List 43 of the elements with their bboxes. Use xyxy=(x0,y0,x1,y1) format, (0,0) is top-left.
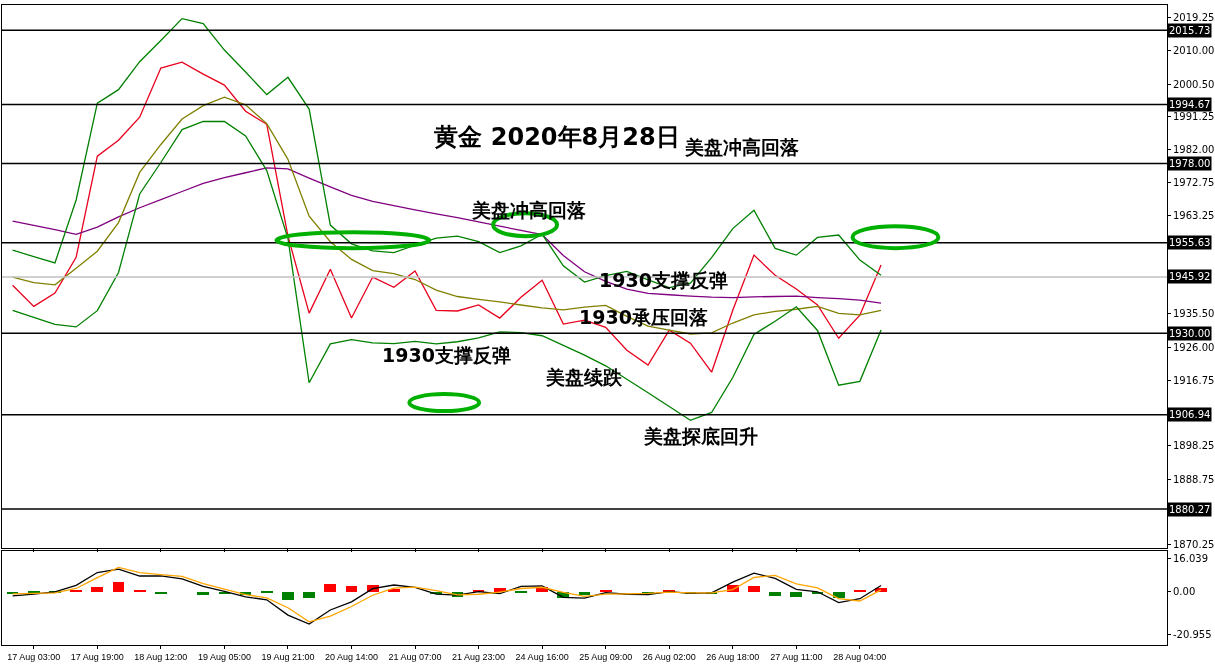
x-tick-label: 19 Aug 05:00 xyxy=(197,651,251,662)
y-tick-label: 1898.25 xyxy=(1173,440,1215,452)
y-tick-label: 0.00 xyxy=(1173,586,1196,598)
ref-line-label: 1880.27 xyxy=(1169,504,1211,515)
ref-line-label: 1906.94 xyxy=(1169,409,1211,420)
annotation: 美盘冲高回落 xyxy=(684,136,799,158)
x-tick-label: 28 Aug 04:00 xyxy=(833,651,887,662)
x-tick-label: 24 Aug 16:00 xyxy=(515,651,569,662)
ref-line-label: 1978.00 xyxy=(1169,158,1211,169)
x-tick-label: 27 Aug 11:00 xyxy=(770,651,823,662)
text: 黄金 2020年8月28日 xyxy=(433,123,680,152)
annotation: 美盘续跌 xyxy=(545,366,623,388)
y-tick-label: 1935.50 xyxy=(1173,308,1215,320)
y-tick-label: 1982.00 xyxy=(1173,143,1215,155)
ref-line-label: 1945.92 xyxy=(1169,271,1211,282)
y-tick-label: 1916.75 xyxy=(1173,374,1215,386)
x-tick-label: 17 Aug 19:00 xyxy=(70,651,124,662)
x-tick-label: 18 Aug 12:00 xyxy=(134,651,188,662)
y-tick-label: 1888.75 xyxy=(1173,473,1215,485)
annotation: 美盘探底回升 xyxy=(643,425,758,447)
y-tick-label: 1991.25 xyxy=(1173,111,1215,123)
x-tick-label: 26 Aug 18:00 xyxy=(706,651,760,662)
annotation: 1930支撑反弹 xyxy=(382,344,511,366)
y-tick-label: 1972.75 xyxy=(1173,176,1215,188)
ref-line-label: 2015.73 xyxy=(1169,25,1211,36)
x-tick-label: 21 Aug 07:00 xyxy=(388,651,442,662)
y-tick-label: 2019.25 xyxy=(1173,12,1215,24)
x-tick-label: 25 Aug 09:00 xyxy=(579,651,633,662)
x-tick-label: 20 Aug 14:00 xyxy=(324,651,379,662)
ref-line-label: 1994.67 xyxy=(1169,99,1211,110)
y-tick-label: 1870.25 xyxy=(1173,539,1215,551)
y-tick-label: 1963.25 xyxy=(1173,210,1215,222)
y-tick-label: 16.039 xyxy=(1173,553,1208,565)
y-tick-label: 1926.00 xyxy=(1173,341,1215,353)
y-tick-label: 2000.50 xyxy=(1173,78,1215,90)
y-tick-label: -20.955 xyxy=(1173,629,1212,641)
x-tick-label: 21 Aug 23:00 xyxy=(452,651,506,662)
x-tick-label: 26 Aug 02:00 xyxy=(642,651,696,662)
ref-line-label: 1955.63 xyxy=(1169,237,1211,248)
y-tick-label: 2010.00 xyxy=(1173,44,1215,56)
ref-line-label: 1930.00 xyxy=(1169,328,1211,339)
x-tick-label: 19 Aug 21:00 xyxy=(261,651,315,662)
x-tick-label: 17 Aug 03:00 xyxy=(7,651,61,662)
